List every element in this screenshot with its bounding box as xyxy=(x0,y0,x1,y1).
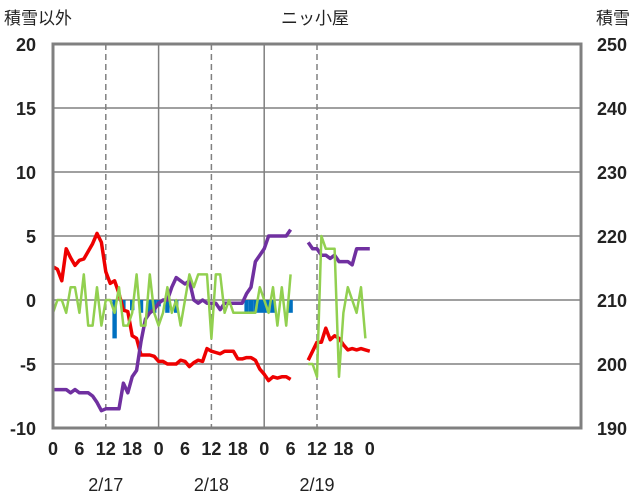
bar-mark xyxy=(288,300,293,313)
y-left-tick-label: 20 xyxy=(16,35,36,55)
bar-mark xyxy=(270,300,276,313)
y-axis-left-ticks: 20 15 10 5 0 -5 -10 xyxy=(10,35,36,439)
y-right-tick-label: 250 xyxy=(597,35,627,55)
line-series-group xyxy=(51,228,371,413)
y-right-tick-label: 210 xyxy=(597,291,627,311)
line-series-green xyxy=(51,234,367,379)
y-right-tick-label: 230 xyxy=(597,163,627,183)
bar-mark xyxy=(248,300,254,313)
y-left-tick-label: 10 xyxy=(16,163,36,183)
y-axis-right-ticks: 250 240 230 220 210 200 190 xyxy=(597,35,627,439)
line-series-purple xyxy=(53,228,370,413)
y-left-tick-label: 15 xyxy=(16,99,36,119)
chart-title: ニッ小屋 xyxy=(281,9,349,29)
y-left-tick-label: 5 xyxy=(26,227,36,247)
y-axis-left-label: 積雪以外 xyxy=(4,9,72,29)
x-tick-label: 18 xyxy=(228,439,248,459)
x-tick-label: 18 xyxy=(122,439,142,459)
y-right-tick-label: 220 xyxy=(597,227,627,247)
y-axis-right-label: 積雪 xyxy=(596,9,630,29)
y-right-tick-label: 200 xyxy=(597,355,627,375)
x-tick-label: 0 xyxy=(48,439,58,459)
x-tick-label: 0 xyxy=(154,439,164,459)
x-tick-label: 0 xyxy=(259,439,269,459)
bar-mark xyxy=(112,300,117,339)
bar-mark xyxy=(244,300,249,313)
bar-mark xyxy=(257,300,262,313)
plot-frame xyxy=(51,42,583,430)
x-date-label: 2/18 xyxy=(194,475,229,495)
x-axis-ticks: 0 6 12 18 0 6 12 18 0 6 12 18 0 xyxy=(48,439,375,459)
bar-mark xyxy=(165,300,170,313)
y-left-tick-label: 0 xyxy=(26,291,36,311)
bar-mark xyxy=(147,300,152,313)
x-axis-date-labels: 2/17 2/18 2/19 xyxy=(88,475,334,495)
bar-mark xyxy=(138,300,144,313)
x-tick-label: 6 xyxy=(74,439,84,459)
x-tick-label: 12 xyxy=(307,439,327,459)
x-tick-label: 18 xyxy=(333,439,353,459)
x-date-label: 2/17 xyxy=(88,475,123,495)
x-tick-label: 6 xyxy=(286,439,296,459)
x-tick-label: 6 xyxy=(180,439,190,459)
y-left-tick-label: -5 xyxy=(20,355,36,375)
x-tick-label: 12 xyxy=(201,439,221,459)
y-left-tick-label: -10 xyxy=(10,419,36,439)
x-tick-label: 12 xyxy=(96,439,116,459)
bar-mark xyxy=(262,300,267,313)
y-right-tick-label: 190 xyxy=(597,419,627,439)
y-right-tick-label: 240 xyxy=(597,99,627,119)
x-tick-label: 0 xyxy=(365,439,375,459)
x-date-label: 2/19 xyxy=(299,475,334,495)
